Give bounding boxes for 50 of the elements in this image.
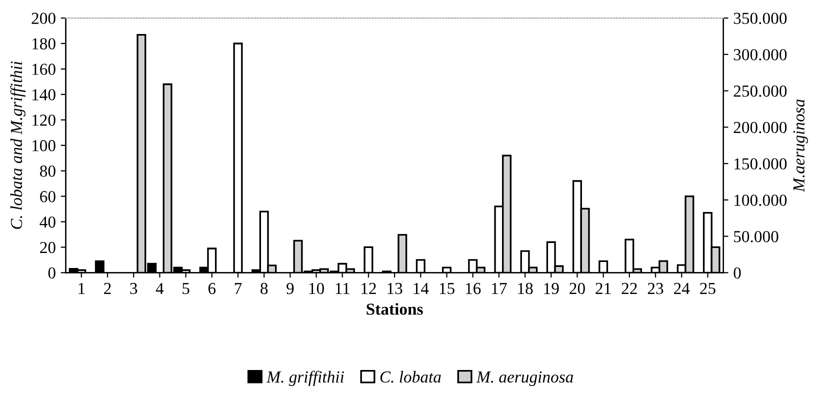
y-tick-label: 20 — [40, 242, 56, 254]
legend-label: M. aeruginosa — [476, 371, 574, 386]
x-tick-label: 10 — [309, 282, 324, 294]
x-tick-label: 11 — [336, 282, 350, 294]
x-tick-label: 2 — [104, 282, 111, 294]
x-tick-label: 21 — [596, 282, 611, 294]
y2-tick-label: 200.000 — [734, 122, 787, 134]
x-axis-title: Stations — [366, 303, 423, 315]
y-tick-label: 60 — [40, 190, 56, 202]
y-tick-label: 40 — [40, 216, 56, 228]
y-axis-title: C. lobata and M.griffithii — [10, 61, 26, 229]
y-tick-label: 140 — [32, 89, 56, 100]
x-tick-label: 14 — [414, 282, 429, 294]
x-tick-label: 3 — [130, 282, 138, 294]
x-tick-label: 18 — [518, 282, 533, 294]
x-tick-label: 1 — [78, 282, 85, 294]
y-tick-label: 100 — [32, 140, 56, 152]
x-tick-label: 24 — [674, 282, 690, 294]
x-tick-label: 12 — [362, 282, 376, 294]
x-tick-label: 17 — [492, 282, 507, 294]
x-tick-label: 13 — [388, 282, 402, 294]
x-tick-label: 8 — [260, 282, 268, 294]
y2-axis-title: M.aeruginosa — [793, 99, 808, 192]
x-tick-label: 4 — [156, 282, 164, 294]
y2-tick-label: 100.000 — [734, 194, 787, 206]
x-tick-label: 16 — [466, 282, 481, 294]
y-tick-label: 0 — [48, 267, 56, 279]
y2-tick-label: 50.000 — [734, 231, 778, 242]
legend-label: M. griffithii — [266, 370, 344, 386]
y2-tick-label: 0 — [734, 267, 741, 279]
x-tick-label: 23 — [648, 282, 664, 294]
x-tick-label: 22 — [622, 282, 637, 294]
y-tick-label: 160 — [32, 64, 56, 75]
x-tick-label: 25 — [700, 282, 716, 294]
y-tick-label: 180 — [32, 38, 56, 50]
y2-tick-label: 350.000 — [734, 12, 787, 24]
x-tick-label: 5 — [182, 283, 190, 294]
y2-tick-label: 150.000 — [734, 158, 787, 170]
y2-tick-label: 300.000 — [734, 49, 787, 60]
x-tick-label: 19 — [544, 282, 559, 294]
x-tick-label: 9 — [286, 282, 294, 294]
y2-tick-label: 250.000 — [734, 85, 787, 97]
y-tick-label: 200 — [32, 12, 56, 24]
legend-label: C. lobata — [380, 370, 441, 383]
x-tick-label: 20 — [570, 282, 585, 294]
x-tick-label: 7 — [234, 283, 242, 294]
y-tick-label: 120 — [32, 114, 56, 126]
x-tick-label: 6 — [208, 282, 216, 294]
y-tick-label: 80 — [40, 166, 56, 177]
x-tick-label: 15 — [440, 282, 454, 294]
